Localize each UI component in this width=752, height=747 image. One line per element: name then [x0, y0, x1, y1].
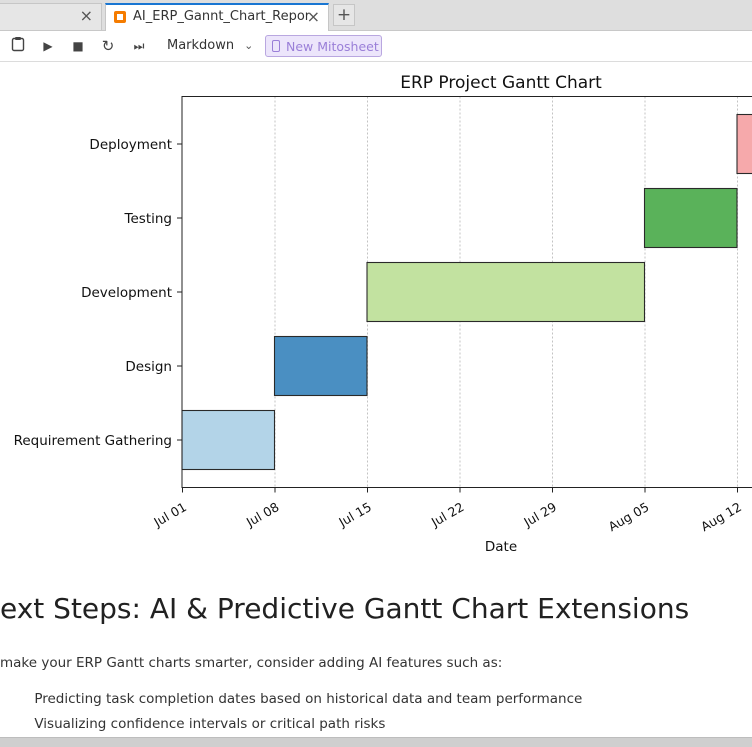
x-axis-ticks: Jul 01 Jul 08 Jul 15 Jul 22 Jul 29 Aug 05 Aug … — [150, 487, 744, 534]
list-item: ​ Visualizing confidence intervals or cr… — [0, 716, 386, 732]
tab-bar: × AI_ERP_Gannt_Chart_Repor × + — [0, 0, 752, 31]
status-bar — [0, 737, 752, 747]
tab-previous[interactable]: × — [0, 3, 102, 30]
gantt-bar — [181, 409, 276, 471]
y-axis-ticks: Requirement Gathering Design Development Te… — [14, 137, 182, 449]
gantt-chart: ERP Project Gantt Chart Requirement Gath… — [14, 73, 752, 555]
chart-title: ERP Project Gantt Chart — [400, 73, 602, 93]
x-tick-label: Aug 05 — [606, 499, 652, 534]
gantt-bar — [366, 261, 646, 323]
run-icon[interactable]: ▶ — [43, 39, 53, 53]
gantt-bar — [643, 187, 738, 249]
gantt-bar — [736, 113, 752, 175]
y-tick-label: Design — [125, 359, 172, 375]
tab-label: AI_ERP_Gannt_Chart_Repor — [133, 9, 309, 24]
mitosheet-icon — [272, 40, 280, 52]
new-mitosheet-label: New Mitosheet — [286, 39, 379, 54]
y-tick-label: Testing — [124, 211, 172, 227]
markdown-heading: ext Steps: AI & Predictive Gantt Chart E… — [0, 592, 690, 625]
x-tick-label: Jul 29 — [520, 499, 559, 530]
tab-gantt-notebook[interactable]: AI_ERP_Gannt_Chart_Repor × — [105, 3, 329, 31]
y-tick-label: Deployment — [89, 137, 172, 153]
x-tick-label: Aug 12 — [698, 499, 744, 534]
close-icon[interactable]: × — [306, 7, 320, 26]
new-mitosheet-button[interactable]: New Mitosheet — [265, 35, 382, 57]
markdown-paragraph: make your ERP Gantt charts smarter, cons… — [0, 655, 503, 671]
gantt-bar — [273, 335, 368, 397]
restart-icon[interactable]: ↻ — [101, 37, 115, 55]
gantt-bars — [181, 113, 752, 471]
list-item-text: Visualizing confidence intervals or crit… — [34, 716, 386, 732]
chevron-down-icon: ⌄ — [244, 39, 254, 52]
close-icon[interactable]: × — [79, 6, 93, 25]
fast-forward-icon[interactable]: ⏭ — [133, 39, 145, 53]
x-tick-label: Jul 08 — [243, 499, 282, 530]
x-axis-label: Date — [485, 539, 517, 555]
y-tick-label: Development — [81, 285, 172, 301]
new-tab-button[interactable]: + — [333, 4, 355, 26]
notebook-toolbar: ▶ ■ ↻ ⏭ Markdown ⌄ New Mitosheet — [0, 31, 752, 62]
stop-icon[interactable]: ■ — [72, 39, 84, 53]
y-tick-label: Requirement Gathering — [14, 433, 172, 449]
list-item-text: Predicting task completion dates based o… — [34, 691, 583, 707]
cell-type-label: Markdown — [167, 38, 235, 53]
cell-type-select[interactable]: Markdown ⌄ — [167, 36, 253, 56]
x-tick-label: Jul 01 — [150, 499, 189, 530]
x-tick-label: Jul 22 — [428, 499, 467, 530]
x-tick-label: Jul 15 — [335, 499, 374, 530]
list-item: ​ Predicting task completion dates based… — [0, 691, 583, 707]
clipboard-icon[interactable] — [8, 36, 28, 56]
notebook-icon — [114, 11, 126, 23]
